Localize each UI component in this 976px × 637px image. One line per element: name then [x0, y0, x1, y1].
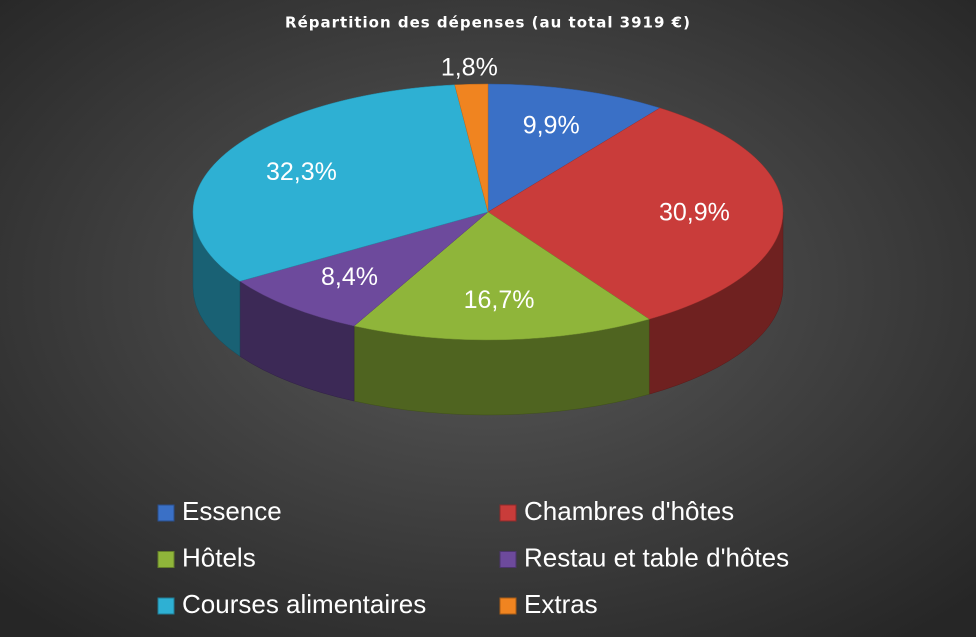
pie-slice — [487, 107, 784, 320]
value-label: 9,9% — [523, 111, 580, 139]
legend-label: Extras — [524, 589, 598, 619]
pie-slice — [239, 211, 489, 327]
legend-label: Courses alimentaires — [182, 589, 426, 619]
legend-label: Restau et table d'hôtes — [524, 542, 789, 572]
legend-swatch — [499, 551, 517, 568]
pie-slice — [192, 84, 489, 282]
chart-title: Répartition des dépenses (au total 3919 … — [285, 14, 691, 32]
legend-swatch — [157, 597, 175, 615]
legend-label: Essence — [182, 496, 282, 526]
value-label: 30,9% — [659, 199, 730, 227]
value-label: 32,3% — [266, 158, 337, 186]
value-label: 8,4% — [321, 263, 378, 291]
value-label: 16,7% — [464, 286, 535, 314]
legend: Essence Chambres d'hôtes Hôtels Restau et t… — [157, 496, 789, 619]
legend-label: Chambres d'hôtes — [524, 496, 734, 526]
legend-swatch — [499, 504, 517, 522]
pie-slice — [353, 211, 650, 341]
legend-swatch — [499, 597, 517, 615]
legend-label: Hôtels — [182, 542, 256, 572]
pie-tops — [192, 83, 784, 341]
value-label: 1,8% — [441, 53, 498, 81]
value-labels: 9,9% 30,9% 16,7% 8,4% 32,3% 1,8% — [266, 53, 730, 314]
pie-slice — [454, 83, 489, 213]
pie-slice — [487, 83, 661, 213]
legend-swatch — [157, 551, 175, 568]
legend-swatch — [157, 504, 175, 522]
